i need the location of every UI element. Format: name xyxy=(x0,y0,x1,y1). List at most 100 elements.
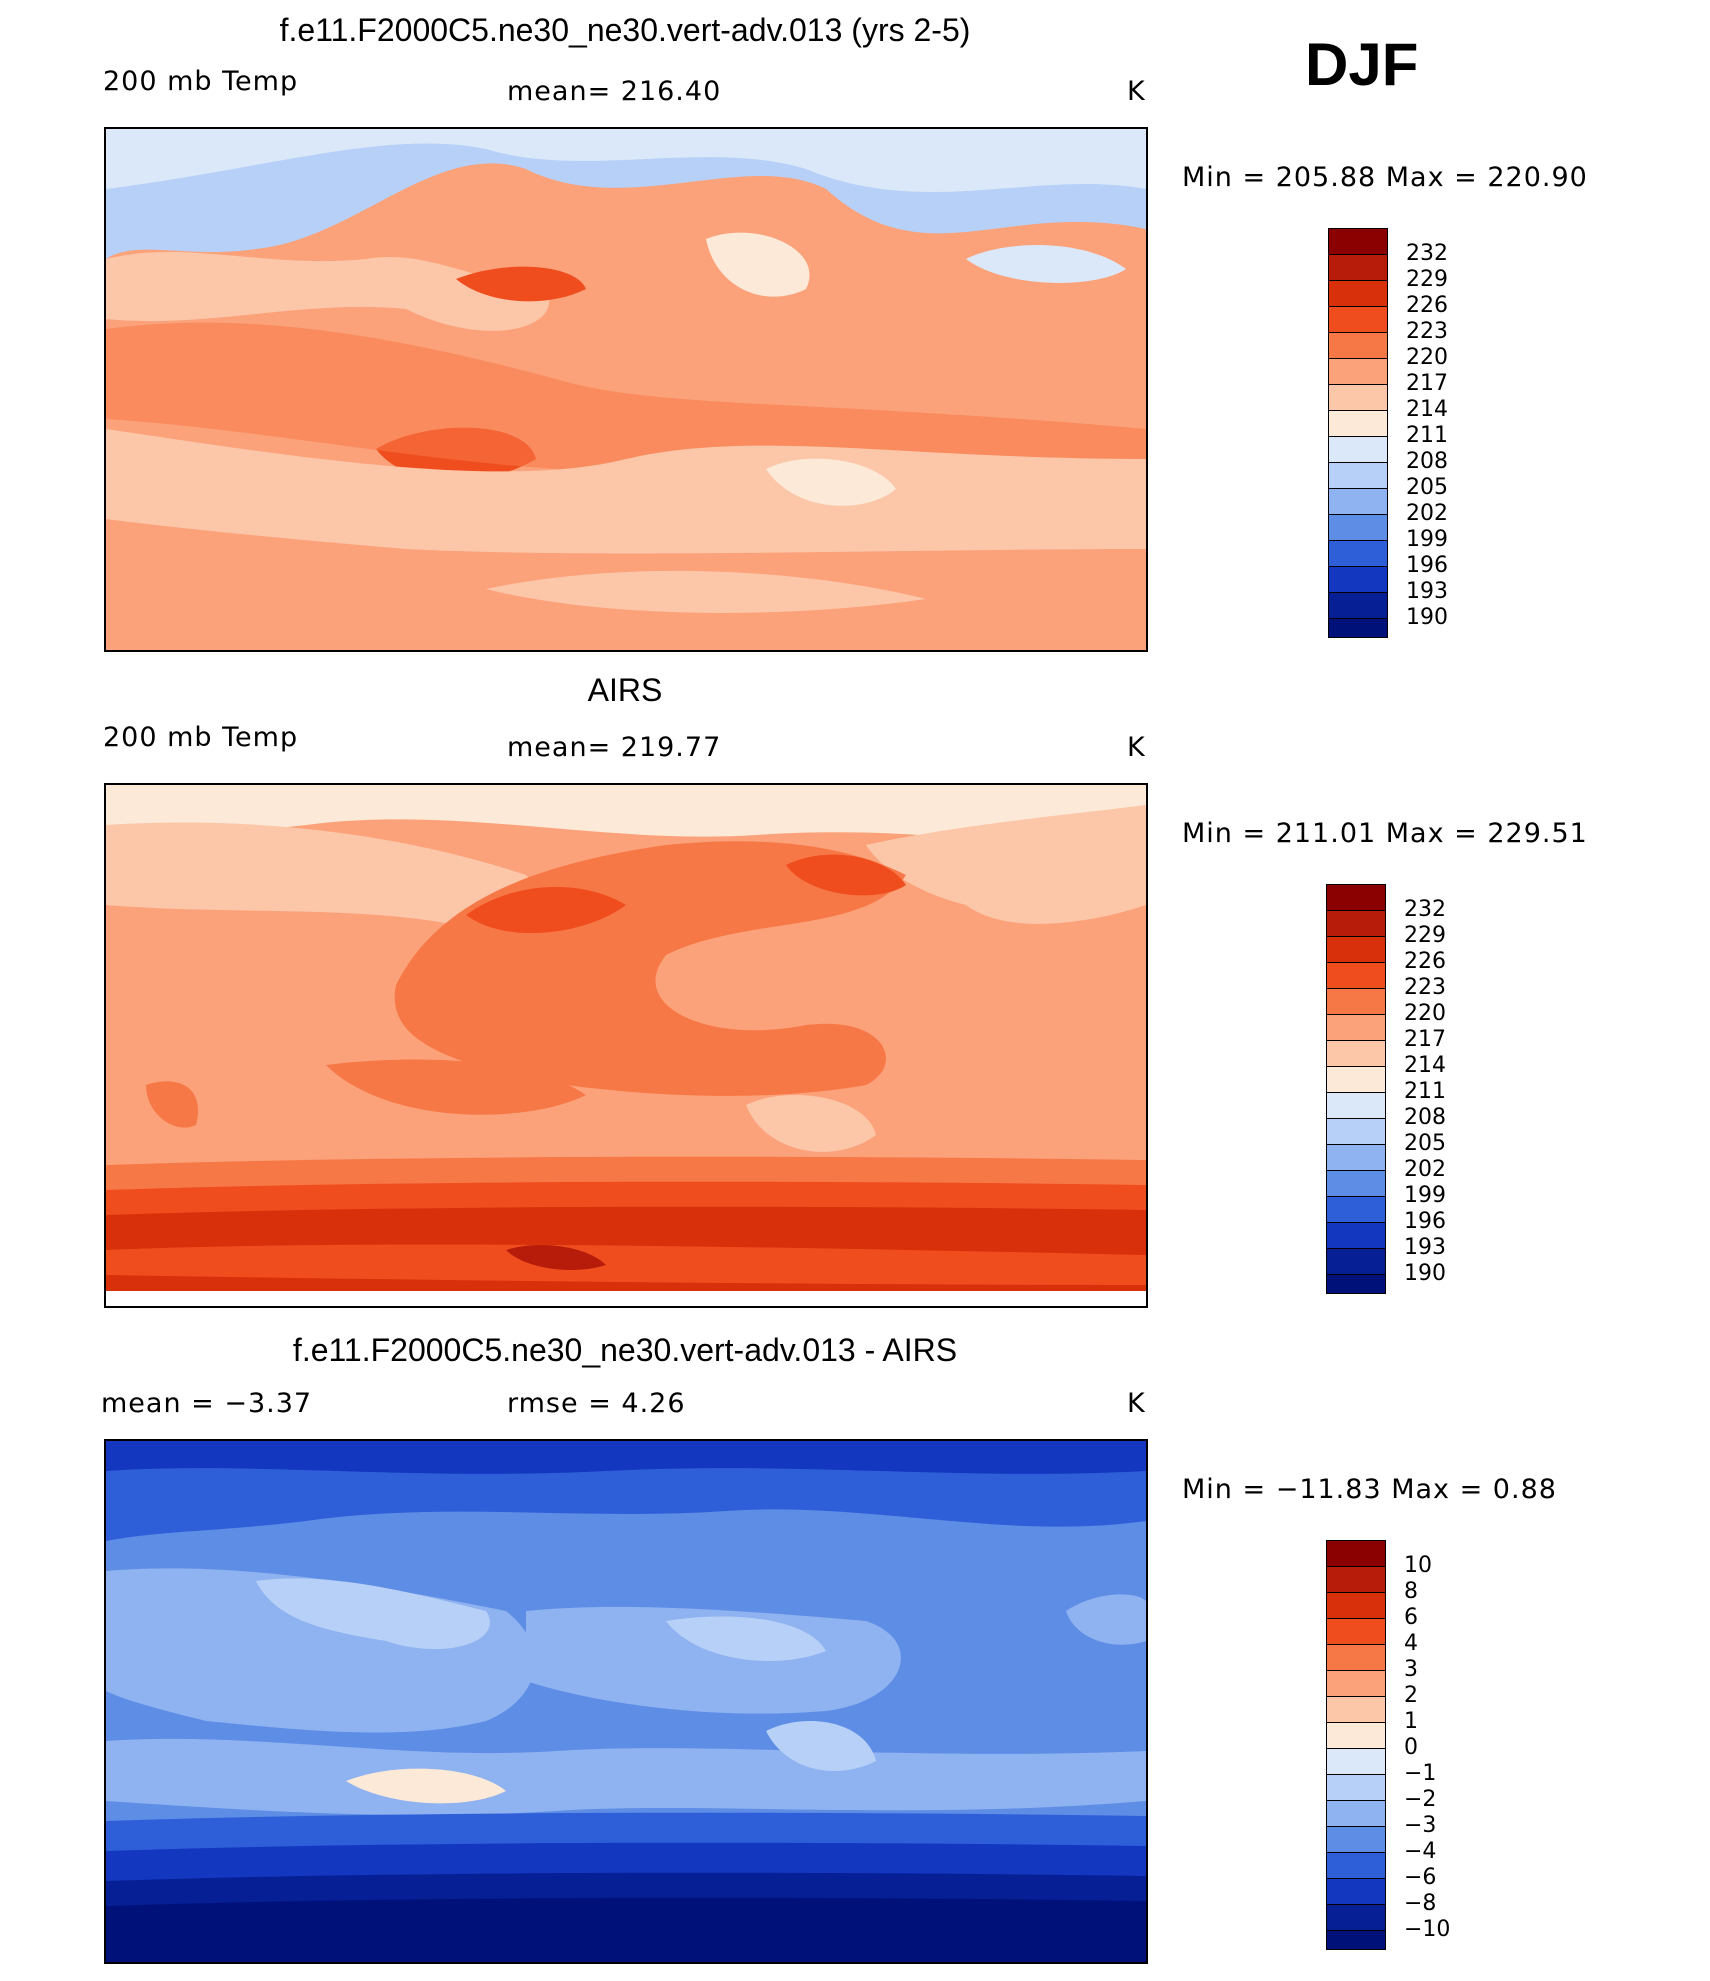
panel1-map xyxy=(104,127,1148,652)
panel1-colorbar-label: 190 xyxy=(1406,605,1448,630)
panel3-colorbar-cell xyxy=(1326,1878,1386,1906)
panel3-colorbar-cell xyxy=(1326,1696,1386,1724)
panel3-units-label: K xyxy=(1127,1388,1146,1419)
panel2-colorbar-cell xyxy=(1326,1222,1386,1250)
panel2-colorbar-label: 202 xyxy=(1404,1157,1446,1182)
panel3-colorbar-cell xyxy=(1326,1800,1386,1828)
panel3-colorbar-label: −3 xyxy=(1404,1813,1437,1838)
panel1-mean-label: mean= 216.40 xyxy=(507,76,722,107)
panel1-units-label: K xyxy=(1127,76,1146,107)
panel3-colorbar-label: 10 xyxy=(1404,1553,1432,1578)
panel3-colorbar-label: −2 xyxy=(1404,1787,1437,1812)
panel1-colorbar-cell xyxy=(1328,618,1388,638)
panel3-colorbar-label: −1 xyxy=(1404,1761,1437,1786)
panel1-colorbar-cell xyxy=(1328,280,1388,308)
panel2-colorbar-cell xyxy=(1326,910,1386,938)
panel1-minmax-label: Min = 205.88 Max = 220.90 xyxy=(1182,162,1588,193)
panel1-colorbar-cell xyxy=(1328,436,1388,464)
panel1-colorbar-label: 211 xyxy=(1406,423,1448,448)
panel2-colorbar-label: 199 xyxy=(1404,1183,1446,1208)
panel3-colorbar-label: −8 xyxy=(1404,1891,1437,1916)
panel3-mean-label: mean = −3.37 xyxy=(101,1388,313,1419)
panel1-colorbar-cell xyxy=(1328,384,1388,412)
panel1-variable-label: 200 mb Temp xyxy=(103,66,299,97)
panel1-colorbar-cell xyxy=(1328,332,1388,360)
season-label: DJF xyxy=(1305,31,1419,98)
panel3-colorbar-label: 0 xyxy=(1404,1735,1418,1760)
panel2-colorbar-cell xyxy=(1326,1170,1386,1198)
panel1-colorbar-cell xyxy=(1328,254,1388,282)
panel3-colorbar-label: 3 xyxy=(1404,1657,1418,1682)
panel3-colorbar: 10 8 6 4 3 2 1 0 −1 −2 −3 −4 −6 −8 −10 xyxy=(1326,1540,1450,1950)
panel1-colorbar-label: 226 xyxy=(1406,293,1448,318)
panel2-variable-label: 200 mb Temp xyxy=(103,722,299,753)
panel2-minmax-label: Min = 211.01 Max = 229.51 xyxy=(1182,818,1588,849)
panel2-colorbar-cell xyxy=(1326,1092,1386,1120)
panel2-title: AIRS xyxy=(587,672,663,708)
panel1-colorbar-cell xyxy=(1328,358,1388,386)
panel3-colorbar-cell xyxy=(1326,1852,1386,1880)
panel2-colorbar-cell xyxy=(1326,1196,1386,1224)
panel1-colorbar-cell xyxy=(1328,228,1388,256)
panel3-colorbar-cell xyxy=(1326,1592,1386,1620)
panel1-colorbar-label: 208 xyxy=(1406,449,1448,474)
panel3-colorbar-cell xyxy=(1326,1644,1386,1672)
panel2-colorbar-cell xyxy=(1326,1014,1386,1042)
panel3-minmax-label: Min = −11.83 Max = 0.88 xyxy=(1182,1474,1557,1505)
panel1-colorbar-cell xyxy=(1328,592,1388,620)
panel2-map xyxy=(104,783,1148,1308)
panel2-colorbar-label: 190 xyxy=(1404,1261,1446,1286)
panel2-colorbar-cell xyxy=(1326,1144,1386,1172)
panel3-colorbar-cell xyxy=(1326,1722,1386,1750)
panel2-colorbar-cell xyxy=(1326,936,1386,964)
panel2-mean-label: mean= 219.77 xyxy=(507,732,722,763)
panel2-colorbar-label: 217 xyxy=(1404,1027,1446,1052)
panel2-colorbar-label: 211 xyxy=(1404,1079,1446,1104)
panel1-title: f.e11.F2000C5.ne30_ne30.vert-adv.013 (yr… xyxy=(279,12,971,48)
panel3-colorbar-cell xyxy=(1326,1930,1386,1950)
panel2-units-label: K xyxy=(1127,732,1146,763)
panel3-colorbar-cell xyxy=(1326,1540,1386,1568)
panel1-colorbar-label: 214 xyxy=(1406,397,1448,422)
panel3-colorbar-cell xyxy=(1326,1618,1386,1646)
panel1-colorbar-cell xyxy=(1328,306,1388,334)
panel3-colorbar-label: 1 xyxy=(1404,1709,1418,1734)
panel1-colorbar-label: 196 xyxy=(1406,553,1448,578)
panel1-colorbar-cell xyxy=(1328,462,1388,490)
panel1-colorbar-label: 217 xyxy=(1406,371,1448,396)
panel1-colorbar-label: 229 xyxy=(1406,267,1448,292)
panel2-colorbar-cell xyxy=(1326,962,1386,990)
panel1-colorbar-label: 199 xyxy=(1406,527,1448,552)
panel3-colorbar-label: −6 xyxy=(1404,1865,1437,1890)
panel3-colorbar-label: 2 xyxy=(1404,1683,1418,1708)
panel2-colorbar: 232 229 226 223 220 217 214 211 208 205 … xyxy=(1326,884,1446,1294)
panel1-colorbar-label: 220 xyxy=(1406,345,1448,370)
panel1-colorbar-label: 205 xyxy=(1406,475,1448,500)
panel3-map xyxy=(104,1439,1148,1964)
panel2-colorbar-label: 214 xyxy=(1404,1053,1446,1078)
panel2-colorbar-label: 196 xyxy=(1404,1209,1446,1234)
panel1-colorbar: 232 229 226 223 220 217 214 211 208 205 … xyxy=(1328,228,1448,638)
panel1-colorbar-label: 193 xyxy=(1406,579,1448,604)
panel1-colorbar-label: 232 xyxy=(1406,241,1448,266)
panel3-rmse-label: rmse = 4.26 xyxy=(507,1388,686,1419)
panel2-colorbar-cell xyxy=(1326,1066,1386,1094)
panel2-colorbar-label: 208 xyxy=(1404,1105,1446,1130)
panel1-colorbar-label: 223 xyxy=(1406,319,1448,344)
panel3-colorbar-cell xyxy=(1326,1904,1386,1932)
panel2-colorbar-label: 223 xyxy=(1404,975,1446,1000)
panel3-colorbar-label: 6 xyxy=(1404,1605,1418,1630)
panel1-colorbar-label: 202 xyxy=(1406,501,1448,526)
panel1-colorbar-cell xyxy=(1328,514,1388,542)
panel3-title: f.e11.F2000C5.ne30_ne30.vert-adv.013 - A… xyxy=(292,1332,958,1368)
panel3-colorbar-label: −4 xyxy=(1404,1839,1437,1864)
panel2-colorbar-label: 220 xyxy=(1404,1001,1446,1026)
panel1-colorbar-cell xyxy=(1328,488,1388,516)
panel2-colorbar-label: 229 xyxy=(1404,923,1446,948)
panel2-colorbar-cell xyxy=(1326,1274,1386,1294)
panel1-colorbar-cell xyxy=(1328,540,1388,568)
panel1-colorbar-cell xyxy=(1328,410,1388,438)
panel2-colorbar-cell xyxy=(1326,1118,1386,1146)
panel3-colorbar-label: 8 xyxy=(1404,1579,1418,1604)
panel2-colorbar-label: 205 xyxy=(1404,1131,1446,1156)
